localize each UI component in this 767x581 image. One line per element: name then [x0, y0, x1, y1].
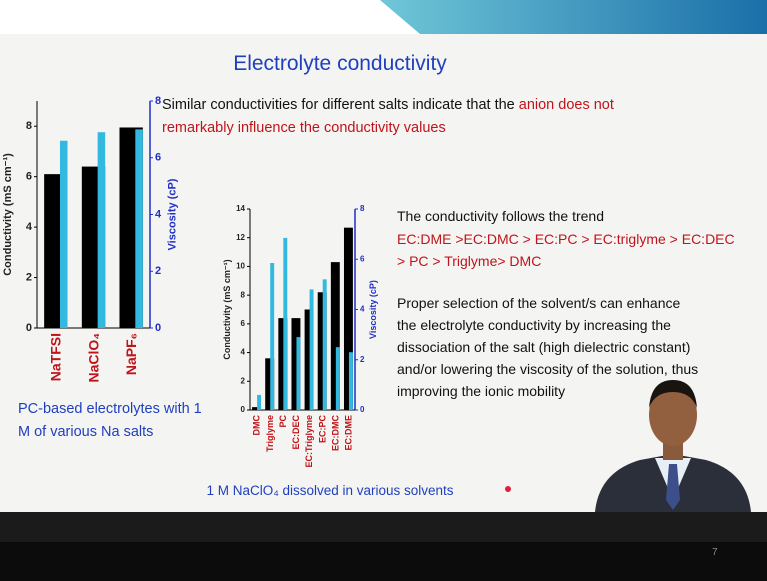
y2-axis-label: Viscosity (cP) [368, 280, 378, 339]
y2-axis-label: Viscosity (cP) [167, 178, 179, 250]
y-tick-label: 4 [241, 348, 246, 357]
viscosity-bar [310, 289, 314, 410]
viscosity-bar [257, 395, 261, 410]
footer-strip [0, 512, 767, 542]
y2-tick-label: 4 [155, 208, 162, 220]
y2-tick-label: 4 [360, 305, 365, 314]
bottom-caption: 1 M NaClO₄ dissolved in various solvents [180, 483, 480, 498]
y-tick-label: 2 [241, 376, 246, 385]
y2-tick-label: 8 [360, 204, 365, 213]
y-tick-label: 6 [241, 319, 246, 328]
x-tick-label: EC:PC [317, 415, 327, 444]
x-tick-label: NaTFSI [48, 333, 64, 381]
viscosity-bar [270, 263, 274, 410]
y2-tick-label: 2 [155, 265, 161, 277]
y2-tick-label: 2 [360, 355, 365, 364]
y-tick-label: 6 [26, 171, 32, 183]
y-tick-label: 0 [26, 322, 32, 334]
viscosity-bar [283, 238, 287, 410]
y2-tick-label: 0 [155, 322, 161, 334]
y-tick-label: 12 [236, 233, 245, 242]
presenter [585, 360, 760, 512]
y-axis-label: Conductivity (mS cm⁻¹) [222, 259, 232, 359]
trend-text: EC:DME >EC:DMC > EC:PC > EC:triglyme > E… [397, 228, 737, 272]
intro-text: Similar conductivities for different sal… [162, 94, 632, 140]
x-tick-label: DMC [252, 415, 262, 436]
x-tick-label: Triglyme [265, 415, 275, 452]
y2-tick-label: 6 [155, 152, 161, 164]
x-tick-label: EC:Triglyme [304, 415, 314, 468]
viscosity-bar [135, 129, 143, 328]
intro-plain: Similar conductivities for different sal… [162, 97, 519, 113]
slide-page: 0 2 4 6 8 0 2 4 6 8 Conductivity (mS cm⁻¹) Viscosit… [0, 0, 767, 581]
page-number: 7 [712, 547, 718, 558]
left-caption: PC-based electrolytes with 1 M of variou… [18, 398, 208, 444]
viscosity-bar [60, 141, 68, 328]
y2-tick-label: 0 [360, 405, 365, 414]
slide-title: Electrolyte conductivity [0, 52, 680, 76]
header-accent [380, 0, 767, 34]
y-tick-label: 10 [236, 262, 245, 271]
x-tick-label: NaClO₄ [85, 333, 101, 382]
y-tick-label: 2 [26, 271, 32, 283]
x-tick-label: EC:DME [344, 415, 354, 451]
x-tick-label: PC [278, 415, 288, 428]
viscosity-bar [349, 352, 353, 410]
viscosity-bar [296, 337, 300, 410]
y2-tick-label: 8 [155, 95, 161, 107]
viscosity-bar [98, 132, 106, 328]
laser-pointer [505, 486, 511, 492]
y-tick-label: 8 [26, 120, 32, 132]
y2-tick-label: 6 [360, 254, 365, 263]
viscosity-bar [336, 347, 340, 410]
x-tick-label: EC:DEC [291, 415, 301, 450]
y-tick-label: 8 [241, 290, 246, 299]
viscosity-bar [323, 279, 327, 410]
y-tick-label: 0 [241, 405, 246, 414]
x-tick-label: EC:DMC [330, 415, 340, 451]
x-tick-label: NaPF₆ [123, 333, 139, 375]
trend-intro: The conductivity follows the trend [397, 205, 737, 227]
y-axis-label: Conductivity (mS cm⁻¹) [2, 153, 14, 276]
y-tick-label: 4 [26, 221, 33, 233]
y-tick-label: 14 [236, 204, 245, 213]
